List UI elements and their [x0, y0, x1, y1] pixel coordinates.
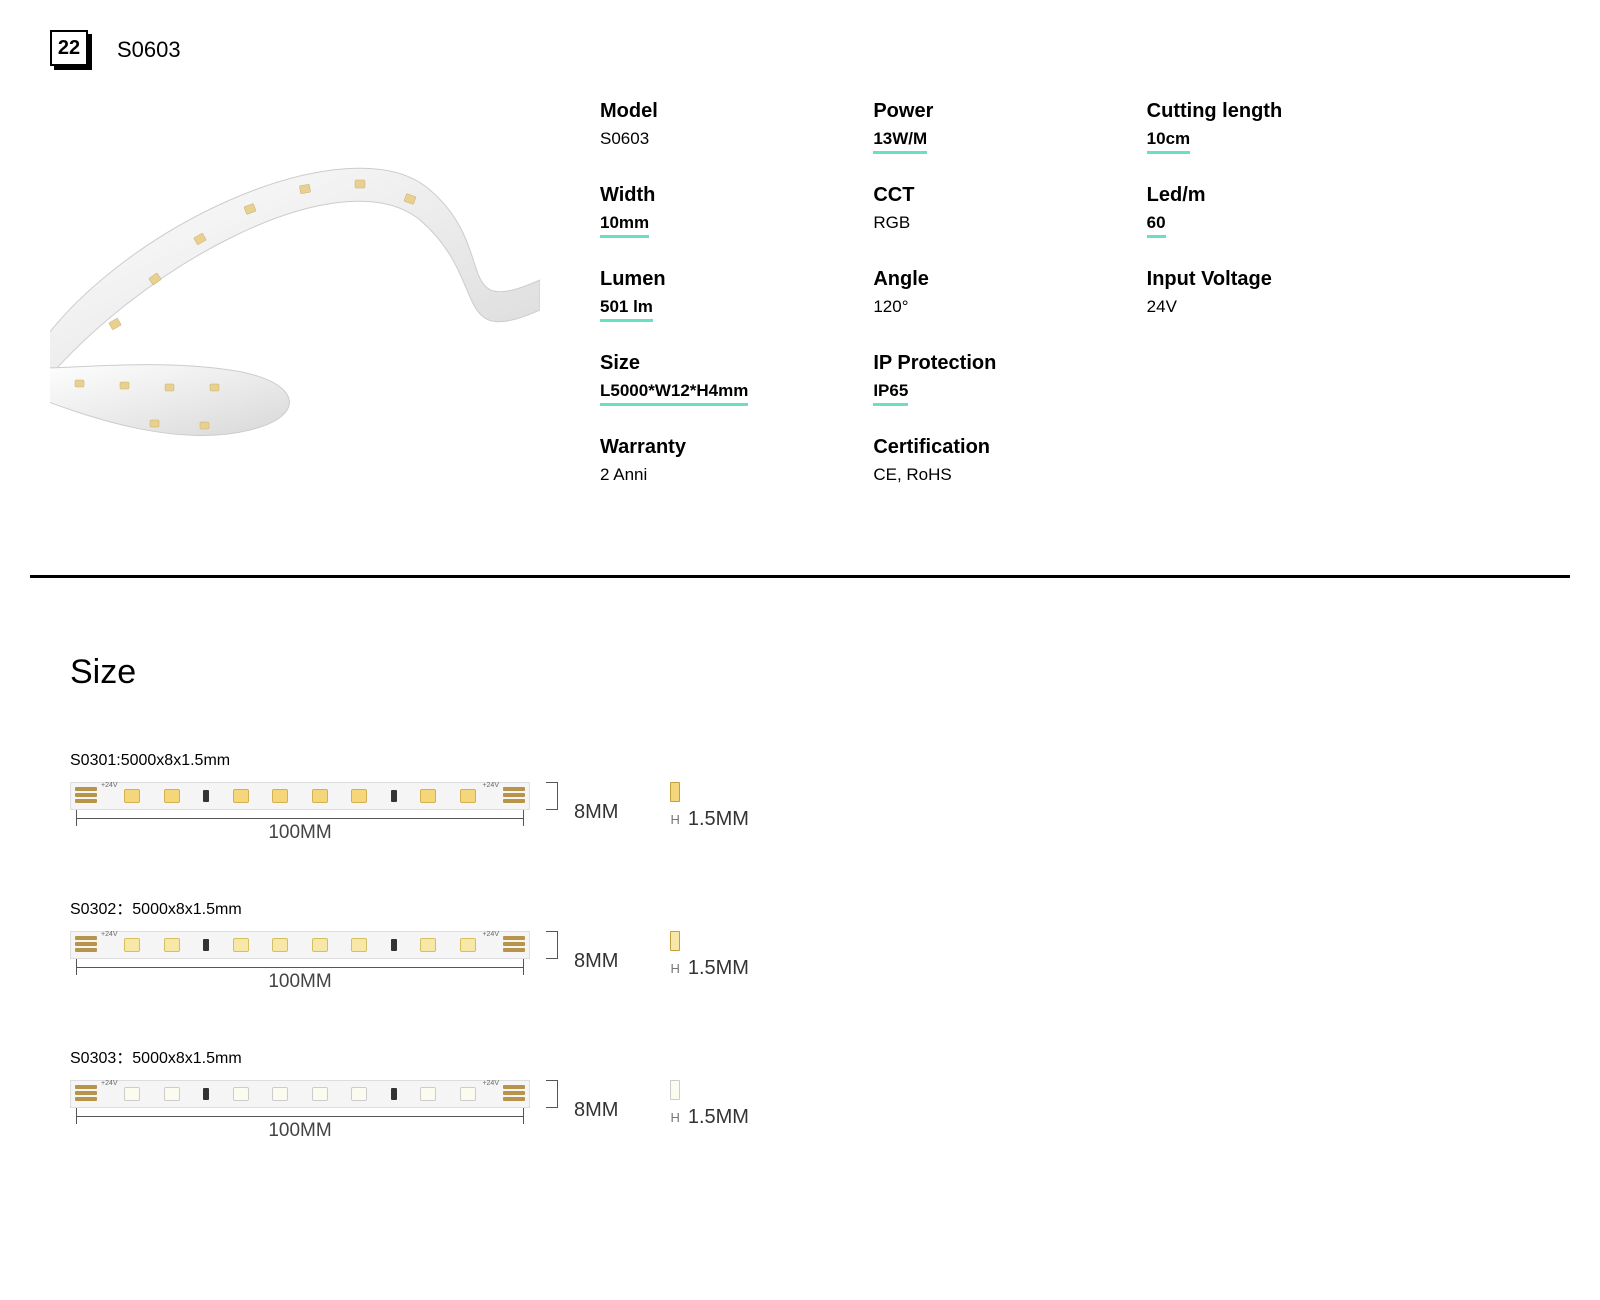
thickness-dim-label: 1.5MM [688, 1106, 749, 1129]
size-item-label: S0303：5000x8x1.5mm [70, 1044, 1400, 1068]
thickness-dim-label: 1.5MM [688, 957, 749, 980]
spec-label: Warranty [600, 436, 686, 459]
profile-diagram: H1.5MM [670, 931, 749, 980]
size-item: S0301:5000x8x1.5mm+24V+24V100MM8MMH1.5MM [70, 752, 1400, 840]
spec-item: Power 13W/M [873, 100, 1126, 154]
spec-item: Cutting length 10cm [1147, 100, 1400, 154]
spec-label: Input Voltage [1147, 268, 1272, 291]
led-strip-diagram: +24V+24V [70, 1080, 530, 1108]
spec-value: IP65 [873, 381, 908, 406]
spec-item: Model S0603 [600, 100, 853, 154]
spec-label: Power [873, 100, 933, 123]
spec-item: Lumen 501 lm [600, 268, 853, 322]
profile-diagram: H1.5MM [670, 1080, 749, 1129]
spec-item: Input Voltage 24V [1147, 268, 1400, 322]
height-dim-label: 8MM [574, 1099, 618, 1122]
spec-label: Lumen [600, 268, 666, 291]
size-item: S0302：5000x8x1.5mm+24V+24V100MM8MMH1.5MM [70, 895, 1400, 989]
spec-value: 501 lm [600, 297, 653, 322]
spec-label: Angle [873, 268, 929, 291]
spec-label: Model [600, 100, 658, 123]
spec-item: Warranty 2 Anni [600, 436, 853, 485]
width-dim-label: 100MM [70, 822, 530, 844]
spec-value: 10cm [1147, 129, 1190, 154]
spec-value: L5000*W12*H4mm [600, 381, 748, 406]
spec-item: Size L5000*W12*H4mm [600, 352, 853, 406]
spec-label: Certification [873, 436, 990, 459]
height-dim-label: 8MM [574, 801, 618, 824]
spec-value: 60 [1147, 213, 1166, 238]
spec-value: RGB [873, 213, 910, 233]
page-header: 22 S0603 [50, 30, 1400, 70]
badge: 22 [50, 30, 92, 70]
led-strip-diagram: +24V+24V [70, 931, 530, 959]
led-strip-diagram: +24V+24V [70, 782, 530, 810]
size-item-label: S0302：5000x8x1.5mm [70, 895, 1400, 919]
height-dim-label: 8MM [574, 950, 618, 973]
spec-value: S0603 [600, 129, 649, 149]
spec-label: Led/m [1147, 184, 1206, 207]
spec-item: Certification CE, RoHS [873, 436, 1126, 485]
spec-label: Cutting length [1147, 100, 1283, 123]
spec-label: Width [600, 184, 655, 207]
thickness-dim-label: 1.5MM [688, 808, 749, 831]
profile-diagram: H1.5MM [670, 782, 749, 831]
size-item-label: S0301:5000x8x1.5mm [70, 752, 1400, 770]
section-divider [30, 575, 1570, 578]
width-dim-label: 100MM [70, 971, 530, 993]
spec-value: 120° [873, 297, 908, 317]
spec-value: 13W/M [873, 129, 927, 154]
badge-number: 22 [50, 30, 88, 66]
spec-value: 10mm [600, 213, 649, 238]
spec-label: CCT [873, 184, 914, 207]
size-heading: Size [70, 653, 1400, 692]
page-title: S0603 [117, 37, 181, 63]
spec-item: Led/m 60 [1147, 184, 1400, 238]
width-dim-label: 100MM [70, 1120, 530, 1142]
spec-label: IP Protection [873, 352, 996, 375]
spec-value: 24V [1147, 297, 1177, 317]
spec-item: Width 10mm [600, 184, 853, 238]
spec-grid: Model S0603 Power 13W/M Cutting length 10cm Wi… [600, 100, 1400, 485]
spec-value: CE, RoHS [873, 465, 951, 485]
size-item: S0303：5000x8x1.5mm+24V+24V100MM8MMH1.5MM [70, 1044, 1400, 1138]
spec-label: Size [600, 352, 640, 375]
spec-item: IP Protection IP65 [873, 352, 1126, 406]
spec-value: 2 Anni [600, 465, 647, 485]
spec-item: CCT RGB [873, 184, 1126, 238]
product-image [50, 100, 540, 480]
spec-item [1147, 352, 1400, 406]
spec-item: Angle 120° [873, 268, 1126, 322]
